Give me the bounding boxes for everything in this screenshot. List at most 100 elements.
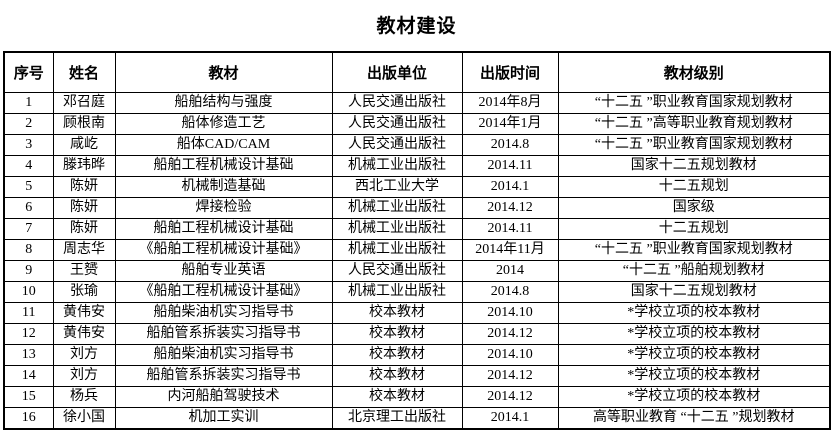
table-cell: 国家十二五规划教材 — [557, 155, 831, 177]
table-cell: 人民交通出版社 — [331, 113, 463, 135]
table-cell: 校本教材 — [331, 302, 463, 324]
table-cell: 15 — [3, 386, 54, 408]
table-cell: 机械工业出版社 — [331, 239, 463, 261]
table-cell: 张瑜 — [52, 281, 116, 303]
table-cell: 机械制造基础 — [114, 176, 333, 198]
table-cell: 2014.12 — [461, 323, 559, 345]
table-row: 14 刘方 船舶管系拆装实习指导书 校本教材 2014.12 *学校立项的校本教材 — [3, 365, 831, 387]
table-cell: 11 — [3, 302, 54, 324]
table-cell: “十二五 ”职业教育国家规划教材 — [557, 134, 831, 156]
table-cell: 2014.10 — [461, 344, 559, 366]
table-cell: *学校立项的校本教材 — [557, 302, 831, 324]
table-cell: 人民交通出版社 — [331, 134, 463, 156]
table-cell: 十二五规划 — [557, 176, 831, 198]
page-title: 教材建设 — [376, 16, 457, 37]
table-row: 4 滕玮晔 船舶工程机械设计基础 机械工业出版社 2014.11 国家十二五规划教材 — [3, 155, 831, 177]
table-cell: 2014.8 — [461, 134, 559, 156]
table-cell: *学校立项的校本教材 — [557, 386, 831, 408]
table-cell: 北京理工出版社 — [331, 407, 463, 430]
column-header: 出版时间 — [461, 51, 559, 93]
table-cell: *学校立项的校本教材 — [557, 323, 831, 345]
table-cell: 刘方 — [52, 344, 116, 366]
table-row: 6 陈妍 焊接检验 机械工业出版社 2014.12 国家级 — [3, 197, 831, 219]
table-cell: 国家级 — [557, 197, 831, 219]
table-cell: 杨兵 — [52, 386, 116, 408]
table-cell: 2014.11 — [461, 218, 559, 240]
table-cell: 2014.8 — [461, 281, 559, 303]
table-cell: 船体CAD/CAM — [114, 134, 333, 156]
table-cell: 西北工业大学 — [331, 176, 463, 198]
table-cell: 校本教材 — [331, 323, 463, 345]
table-cell: 2014 — [461, 260, 559, 282]
table-cell: 顾根南 — [52, 113, 116, 135]
table-cell: 船舶柴油机实习指导书 — [114, 344, 333, 366]
table-cell: 校本教材 — [331, 365, 463, 387]
table-cell: 5 — [3, 176, 54, 198]
table-body: 1 邓召庭 船舶结构与强度 人民交通出版社 2014年8月 “十二五 ”职业教育国家规划教… — [3, 92, 831, 430]
table-row: 8 周志华 《船舶工程机械设计基础》 机械工业出版社 2014年11月 “十二五 ”职业教… — [3, 239, 831, 261]
table-cell: 2014.1 — [461, 407, 559, 430]
table-cell: 焊接检验 — [114, 197, 333, 219]
table-row: 15 杨兵 内河船舶驾驶技术 校本教材 2014.12 *学校立项的校本教材 — [3, 386, 831, 408]
table-cell: 4 — [3, 155, 54, 177]
table-cell: 船舶工程机械设计基础 — [114, 155, 333, 177]
header-row: 序号 姓名 教材 出版单位 出版时间 教材级别 — [3, 51, 831, 93]
table-cell: 机械工业出版社 — [331, 197, 463, 219]
table-cell: 2 — [3, 113, 54, 135]
table-row: 3 咸屹 船体CAD/CAM 人民交通出版社 2014.8 “十二五 ”职业教育国家规划教… — [3, 134, 831, 156]
table-cell: 《船舶工程机械设计基础》 — [114, 239, 333, 261]
table-cell: 13 — [3, 344, 54, 366]
table-cell: 2014.1 — [461, 176, 559, 198]
table-cell: 人民交通出版社 — [331, 92, 463, 114]
table-cell: 船舶结构与强度 — [114, 92, 333, 114]
table-cell: 十二五规划 — [557, 218, 831, 240]
table-cell: 内河船舶驾驶技术 — [114, 386, 333, 408]
table-cell: 2014.12 — [461, 365, 559, 387]
table-cell: 2014.11 — [461, 155, 559, 177]
table-cell: 周志华 — [52, 239, 116, 261]
table-row: 13 刘方 船舶柴油机实习指导书 校本教材 2014.10 *学校立项的校本教材 — [3, 344, 831, 366]
table-cell: 国家十二五规划教材 — [557, 281, 831, 303]
table-cell: 咸屹 — [52, 134, 116, 156]
table-cell: *学校立项的校本教材 — [557, 365, 831, 387]
table-cell: 《船舶工程机械设计基础》 — [114, 281, 333, 303]
table-row: 16 徐小国 机加工实训 北京理工出版社 2014.1 高等职业教育 “十二五 ”规划教材 — [3, 407, 831, 430]
table-cell: “十二五 ”职业教育国家规划教材 — [557, 92, 831, 114]
table-cell: 8 — [3, 239, 54, 261]
column-header: 序号 — [3, 51, 54, 93]
table-cell: 校本教材 — [331, 386, 463, 408]
table-cell: 14 — [3, 365, 54, 387]
table-cell: 机械工业出版社 — [331, 155, 463, 177]
table-cell: 2014.10 — [461, 302, 559, 324]
column-header: 教材 — [114, 51, 333, 93]
table-row: 9 王赟 船舶专业英语 人民交通出版社 2014 “十二五 ”船舶规划教材 — [3, 260, 831, 282]
table-cell: 黄伟安 — [52, 323, 116, 345]
table-cell: 刘方 — [52, 365, 116, 387]
table-cell: 2014.12 — [461, 197, 559, 219]
table-cell: 7 — [3, 218, 54, 240]
table-row: 1 邓召庭 船舶结构与强度 人民交通出版社 2014年8月 “十二五 ”职业教育国家规划教… — [3, 92, 831, 114]
textbook-table: 序号 姓名 教材 出版单位 出版时间 教材级别 1 邓召庭 船舶结构与强度 人民交通出版社 201… — [3, 51, 831, 430]
table-cell: “十二五 ”船舶规划教材 — [557, 260, 831, 282]
table-cell: 船舶专业英语 — [114, 260, 333, 282]
table-cell: 3 — [3, 134, 54, 156]
table-cell: 陈妍 — [52, 218, 116, 240]
table-cell: 船舶工程机械设计基础 — [114, 218, 333, 240]
table-cell: 徐小国 — [52, 407, 116, 430]
table-cell: 王赟 — [52, 260, 116, 282]
table-cell: 高等职业教育 “十二五 ”规划教材 — [557, 407, 831, 430]
table-cell: 人民交通出版社 — [331, 260, 463, 282]
table-cell: 船舶管系拆装实习指导书 — [114, 323, 333, 345]
table-cell: 邓召庭 — [52, 92, 116, 114]
table-cell: 机械工业出版社 — [331, 281, 463, 303]
table-cell: 机械工业出版社 — [331, 218, 463, 240]
table-cell: 船舶管系拆装实习指导书 — [114, 365, 333, 387]
table-row: 10 张瑜 《船舶工程机械设计基础》 机械工业出版社 2014.8 国家十二五规划教材 — [3, 281, 831, 303]
table-row: 2 顾根南 船体修造工艺 人民交通出版社 2014年1月 “十二五 ”高等职业教育规划教材 — [3, 113, 831, 135]
table-row: 5 陈妍 机械制造基础 西北工业大学 2014.1 十二五规划 — [3, 176, 831, 198]
table-cell: 12 — [3, 323, 54, 345]
table-cell: 2014.12 — [461, 386, 559, 408]
table-cell: “十二五 ”职业教育国家规划教材 — [557, 239, 831, 261]
table-cell: 16 — [3, 407, 54, 430]
